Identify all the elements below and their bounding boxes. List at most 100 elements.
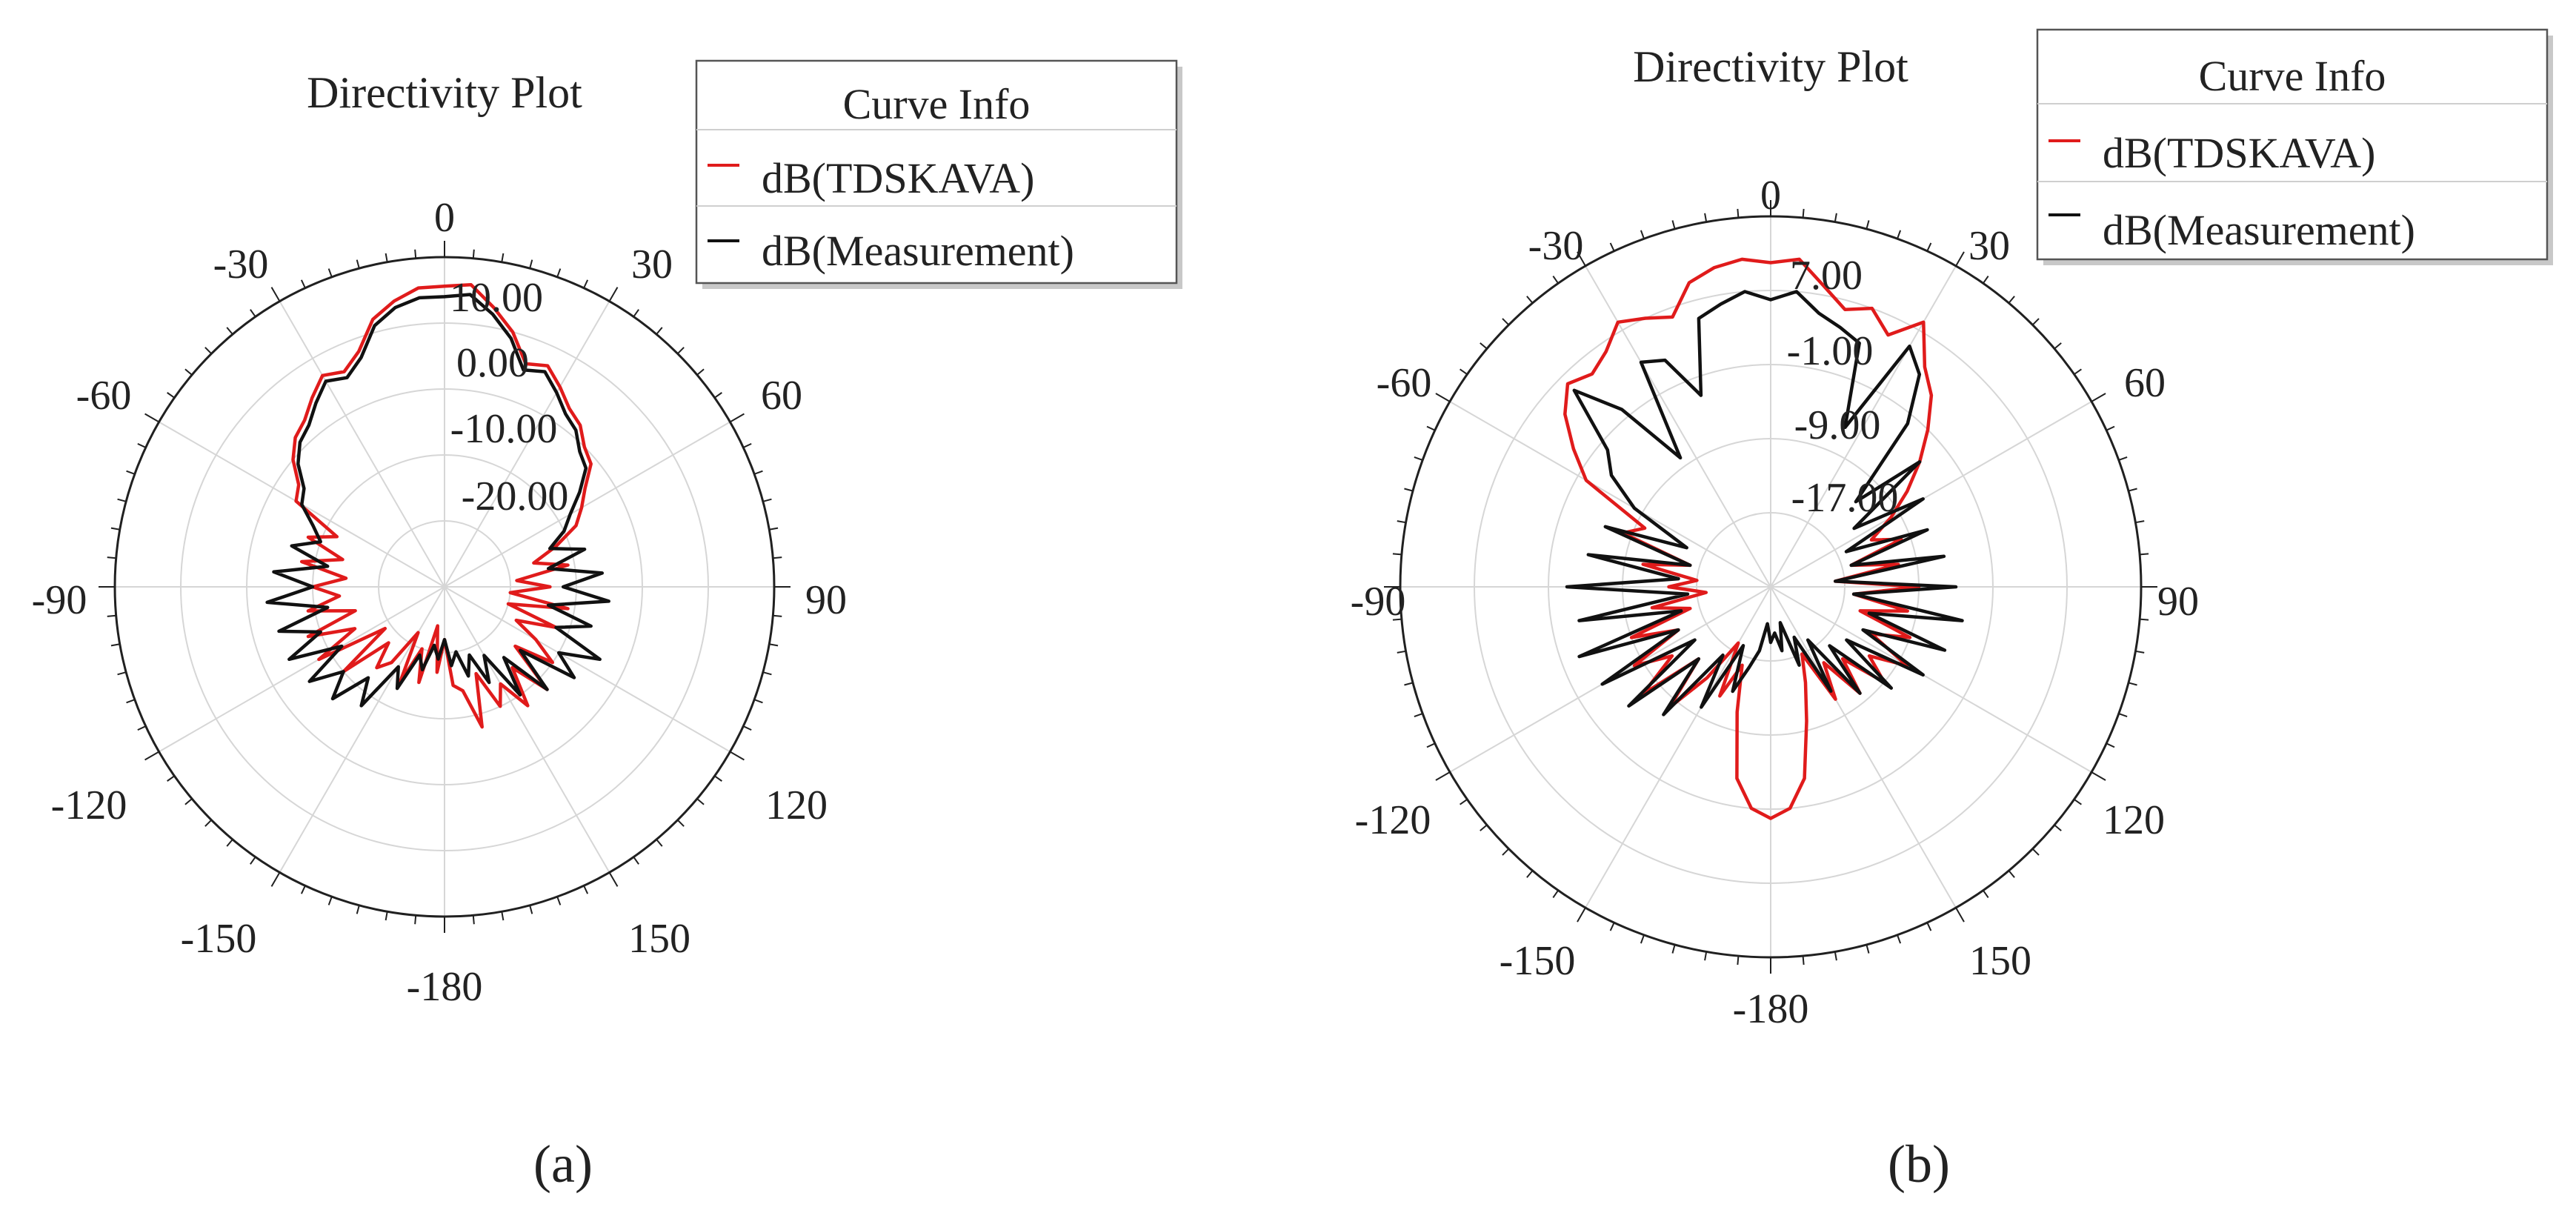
- angle-tick: [1955, 907, 1965, 923]
- angle-tick: [713, 392, 722, 399]
- angle-tick: [769, 527, 779, 531]
- grid-spoke: [1770, 401, 2092, 588]
- angle-tick: [608, 871, 619, 887]
- angle-tick: [204, 347, 213, 355]
- angle-tick: [327, 896, 333, 905]
- angle-tick: [117, 498, 127, 502]
- angle-label: -90: [1351, 579, 1406, 625]
- grid-spoke: [1585, 586, 1771, 908]
- radial-label: -17.00: [1791, 475, 1899, 521]
- angle-tick: [762, 671, 772, 676]
- angle-tick: [300, 279, 306, 289]
- angle-tick: [270, 287, 281, 302]
- angle-tick: [2140, 618, 2149, 621]
- angle-tick: [2106, 742, 2115, 748]
- angle-tick: [1609, 242, 1615, 252]
- angle-tick: [414, 249, 417, 259]
- polar-grid: [1399, 215, 2143, 959]
- angle-label: 150: [628, 916, 690, 962]
- angle-tick: [1414, 713, 1423, 718]
- legend-label-measurement: dB(Measurement): [762, 227, 1074, 275]
- angle-tick: [2031, 848, 2040, 856]
- grid-spoke: [279, 586, 445, 873]
- radial-label: 7.00: [1790, 253, 1863, 299]
- angle-tick: [1526, 870, 1534, 878]
- plot-title: Directivity Plot: [1633, 42, 1908, 91]
- angle-tick: [633, 856, 639, 865]
- angle-tick: [1435, 393, 1451, 402]
- radial-label: -20.00: [462, 473, 569, 519]
- angle-label: -90: [32, 577, 87, 623]
- angle-tick: [472, 249, 475, 259]
- angle-tick: [656, 327, 663, 335]
- angle-label: -60: [1377, 360, 1432, 406]
- angle-tick: [1397, 520, 1406, 524]
- angle-tick: [1897, 934, 1902, 944]
- angle-tick: [2054, 824, 2062, 831]
- angle-tick: [137, 442, 147, 448]
- angle-tick: [1426, 742, 1436, 748]
- angle-tick: [753, 470, 763, 475]
- angle-tick: [1982, 276, 1989, 284]
- grid-spoke: [279, 301, 445, 588]
- legend-label-tdskava: dB(TDSKAVA): [2103, 129, 2375, 177]
- angle-tick: [385, 253, 388, 262]
- angle-tick: [300, 885, 306, 894]
- legend-label-measurement: dB(Measurement): [2103, 206, 2415, 254]
- angle-tick: [2074, 368, 2082, 376]
- angle-tick: [144, 413, 160, 423]
- angle-tick: [1640, 230, 1645, 239]
- angle-tick: [2008, 870, 2015, 878]
- angle-tick: [1502, 848, 1510, 856]
- radial-label: -10.00: [450, 406, 558, 452]
- angle-tick: [1480, 342, 1488, 350]
- radial-label: 0.00: [456, 340, 529, 386]
- panel-a: Directivity Plot 0 30 60 90 120 150 -180…: [32, 59, 1182, 1194]
- angle-tick: [1866, 220, 1870, 230]
- angle-label: 120: [765, 782, 828, 828]
- angle-label: 120: [2103, 797, 2165, 843]
- polar-ticks: [99, 241, 791, 933]
- angle-tick: [753, 699, 763, 704]
- angle-label: -120: [51, 782, 127, 828]
- grid-spoke: [1770, 586, 1957, 908]
- grid-spoke: [1449, 401, 1771, 588]
- angle-tick: [729, 751, 745, 761]
- radial-label: -1.00: [1787, 328, 1874, 374]
- grid-spoke: [444, 421, 730, 588]
- angle-tick: [1502, 318, 1510, 326]
- angle-tick: [713, 775, 722, 782]
- panel-label: (b): [1888, 1134, 1950, 1194]
- angle-tick: [327, 268, 333, 278]
- angle-tick: [2074, 798, 2082, 805]
- angle-tick: [762, 498, 772, 502]
- angle-tick: [742, 725, 752, 731]
- angle-tick: [1526, 296, 1534, 304]
- angle-tick: [608, 287, 619, 302]
- angle-tick: [1897, 230, 1902, 239]
- angle-tick: [167, 392, 176, 399]
- angle-tick: [583, 279, 589, 289]
- angle-label: 30: [1968, 223, 2010, 269]
- angle-label: -150: [181, 916, 257, 962]
- grid-spoke: [444, 586, 610, 873]
- angle-tick: [2031, 318, 2040, 326]
- radial-labels: 7.00 -1.00 -9.00 -17.00: [1787, 253, 1899, 521]
- angle-tick: [676, 819, 685, 827]
- angle-tick: [117, 671, 127, 676]
- radial-label: -9.00: [1794, 402, 1881, 448]
- angle-tick: [1577, 907, 1586, 923]
- angle-tick: [414, 915, 417, 925]
- angle-tick: [1426, 425, 1436, 431]
- angle-tick: [556, 268, 562, 278]
- series-line-db-tdskava: [1563, 257, 1934, 820]
- legend: Curve Info dB(TDSKAVA) dB(Measurement): [2036, 28, 2553, 265]
- angle-tick: [2106, 425, 2115, 431]
- angle-tick: [2054, 342, 2062, 350]
- angle-tick: [270, 871, 281, 887]
- angle-tick: [633, 309, 639, 318]
- angle-tick: [356, 905, 360, 914]
- angle-tick: [1802, 956, 1805, 965]
- angle-tick: [110, 527, 120, 531]
